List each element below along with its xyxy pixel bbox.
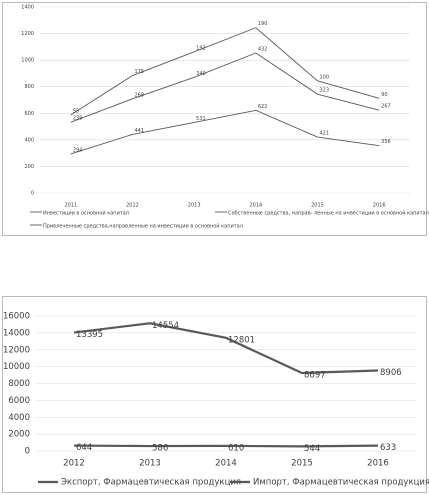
y-tick-label: 6000: [8, 396, 30, 406]
y-tick-label: 0: [25, 447, 30, 457]
legend-label: Импорт, Фармацевтическая продукция: [253, 478, 429, 488]
data-label: 12801: [228, 335, 255, 345]
data-label: 190: [258, 21, 268, 27]
data-label: 294: [73, 147, 83, 153]
data-label: 8697: [304, 371, 326, 381]
y-tick-label: 1400: [21, 5, 34, 11]
y-tick-label: 10000: [3, 362, 30, 372]
series-line: [70, 109, 380, 155]
y-tick-label: 1200: [21, 31, 34, 37]
y-tick-label: 600: [24, 111, 34, 117]
legend-label: Собственные средства, направ- ленные на …: [228, 210, 429, 217]
legend-label: Экспорт, Фармацевтическая продукция: [61, 478, 241, 488]
y-tick-label: 800: [24, 84, 34, 90]
data-label: 239: [73, 116, 83, 122]
data-label: 441: [135, 128, 145, 134]
data-label: 90: [381, 92, 387, 98]
series-line: [70, 27, 380, 116]
x-tick-label: 2012: [126, 203, 139, 209]
data-label: 586: [152, 444, 168, 454]
data-label: 268: [135, 92, 145, 98]
chart-2: 0 2000 4000 6000 8000 10000 12000 14000 16000 201…: [3, 312, 429, 488]
y-tick-label: 14000: [3, 328, 30, 338]
y-tick-label: 16000: [3, 312, 30, 322]
y-tick-label: 0: [31, 191, 34, 197]
data-label: 8906: [380, 368, 402, 378]
y-tick-label: 2000: [8, 430, 30, 440]
y-tick-label: 1000: [21, 58, 34, 64]
series-line: [73, 444, 379, 448]
x-tick-label: 2011: [64, 203, 77, 209]
y-tick-label: 400: [24, 137, 34, 143]
x-tick-label: 2014: [249, 203, 262, 209]
chart-1: 0 200 400 600 800 1000 1200 1400 2011 2012 2013 201…: [21, 5, 429, 230]
data-label: 340: [196, 71, 206, 77]
data-label: 421: [320, 131, 330, 137]
y-tick-label: 4000: [8, 413, 30, 423]
data-label: 55: [73, 108, 79, 114]
x-tick-label: 2013: [139, 459, 161, 469]
data-label: 432: [258, 46, 268, 52]
data-label: 14554: [152, 321, 179, 331]
series-line: [70, 52, 380, 123]
y-tick-label: 12000: [3, 345, 30, 355]
x-tick-label: 2015: [311, 203, 324, 209]
data-label: 13395: [76, 330, 103, 340]
chart-frame: [2, 296, 427, 493]
series-line: [73, 322, 379, 375]
data-label: 633: [380, 443, 396, 453]
data-label: 100: [320, 74, 330, 80]
x-tick-label: 2015: [291, 459, 313, 469]
legend-label: Привлеченные средства,направленные на ин…: [43, 223, 243, 230]
data-label: 644: [76, 443, 92, 453]
data-label: 192: [196, 45, 206, 51]
x-tick-label: 2012: [63, 459, 85, 469]
data-label: 323: [320, 88, 330, 94]
y-tick-label: 200: [24, 164, 34, 170]
data-label: 267: [381, 104, 391, 110]
data-label: 175: [135, 69, 145, 75]
data-label: 610: [228, 443, 244, 453]
y-tick-label: 8000: [8, 379, 30, 389]
x-tick-label: 2016: [373, 203, 386, 209]
data-label: 356: [381, 139, 391, 145]
data-label: 544: [304, 444, 320, 454]
chart-frame: [2, 2, 427, 236]
data-label: 622: [258, 104, 268, 110]
x-tick-label: 2014: [215, 459, 237, 469]
data-label: 531: [196, 116, 206, 122]
x-tick-label: 2013: [188, 203, 201, 209]
legend-label: Инвестиции в основной капитал: [43, 210, 129, 217]
x-tick-label: 2016: [367, 459, 389, 469]
